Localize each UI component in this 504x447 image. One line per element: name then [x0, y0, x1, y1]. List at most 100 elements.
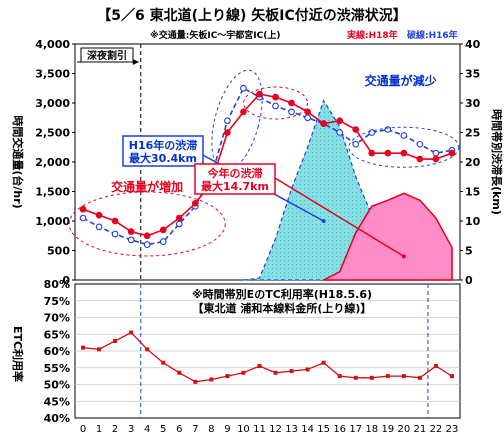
chart-title: 【5／6 東北道(上り線) 矢板IC付近の渋滞状況】	[97, 7, 407, 24]
right-tick-label: 20	[465, 156, 481, 169]
bottom-x-tick-label: 3	[128, 424, 134, 435]
bottom-y-tick-label: 75%	[44, 295, 70, 308]
bottom-axis-title: ETC利用率	[11, 326, 25, 382]
right-tick-label: 15	[465, 186, 480, 199]
h18-traffic-point	[191, 199, 199, 207]
traffic-increase-label: 交通量が増加	[111, 179, 183, 194]
top-chart-header: ※交通量:矢板IC～宇都宮IC(上) 実線:H18年 破線:H16年	[150, 29, 458, 41]
bottom-gridlines	[75, 300, 460, 402]
etc-rate-point	[225, 374, 230, 379]
etc-rate-point	[209, 377, 214, 382]
h16-traffic-point	[175, 220, 183, 228]
bottom-x-tick-label: 6	[176, 424, 182, 435]
h18-jam-box	[194, 163, 276, 195]
h16-traffic-point	[288, 108, 295, 116]
night-discount-marker: 深夜割引	[77, 44, 142, 280]
h16-jam-line2: 最大30.4km	[129, 151, 197, 165]
bottom-x-tick-label: 21	[414, 424, 427, 435]
h18-traffic-point	[320, 120, 327, 127]
legend-h18: 実線:H18年	[347, 29, 398, 41]
h18-jam-pointer-dot	[401, 254, 406, 259]
etc-rate-point	[145, 347, 150, 352]
congestion-area-h18-front	[323, 192, 453, 281]
etc-rate-point	[257, 364, 262, 369]
bottom-x-tick-label: 8	[208, 424, 214, 435]
left-tick-label: 2,500	[35, 127, 70, 140]
etc-rate-point	[289, 369, 294, 374]
bottom-x-tick-label: 17	[349, 424, 362, 435]
h16-traffic-point	[224, 117, 231, 125]
right-tick-label: 35	[465, 68, 480, 81]
bottom-x-tick-label: 1	[96, 424, 102, 435]
etc-rate-point	[417, 375, 422, 380]
h18-traffic-point	[111, 217, 119, 225]
h16-traffic-point	[400, 132, 408, 139]
bottom-x-tick-label: 10	[237, 424, 250, 435]
h18-traffic-point	[127, 228, 135, 235]
left-tick-label: 500	[47, 245, 70, 258]
peak-ellipse-h18	[243, 86, 309, 120]
etc-rate-point	[353, 375, 358, 380]
right-tick-label: 30	[465, 97, 481, 110]
h18-traffic-point	[159, 226, 167, 234]
bottom-x-tick-label: 13	[285, 424, 298, 435]
h18-traffic-point	[240, 108, 247, 116]
bottom-x-tick-label: 9	[224, 424, 230, 435]
bottom-x-tick-label: 14	[301, 424, 314, 435]
bottom-y-tick-label: 80%	[44, 278, 70, 291]
traffic-source-note: ※交通量:矢板IC～宇都宮IC(上)	[150, 29, 280, 41]
bottom-x-tick-label: 11	[253, 424, 266, 435]
top-right-axis-title: 時間帯別渋滞長(km)	[490, 109, 504, 215]
etc-note-box: ※時間帯別EのTC利用率(H18.5.6) 【東北道 浦和本線料金所(上り線)】	[192, 287, 372, 315]
etc-rate-point	[193, 379, 198, 384]
bottom-x-tick-label: 19	[381, 424, 394, 435]
right-tick-label: 40	[465, 38, 481, 51]
right-tick-label: 0	[465, 274, 473, 287]
top-left-axis-title: 時間交通量(台/hr)	[11, 115, 25, 208]
h18-traffic-point	[448, 149, 456, 157]
right-tick-label: 5	[465, 245, 473, 258]
h16-jam-line1: H16年の渋滞	[129, 138, 198, 152]
h16-traffic-point	[368, 129, 376, 136]
night-discount-label: 深夜割引	[87, 49, 127, 62]
etc-note-line1: ※時間帯別EのTC利用率(H18.5.6)	[192, 287, 372, 301]
decrease-ellipse	[348, 126, 460, 168]
bottom-y-tick-label: 45%	[44, 395, 70, 408]
night-discount-box	[80, 47, 134, 63]
h18-traffic-point	[79, 205, 87, 213]
etc-rate-point	[369, 375, 374, 380]
etc-rate-line	[82, 331, 453, 383]
etc-rate-point	[81, 345, 86, 350]
h16-traffic-point	[111, 230, 119, 238]
h16-traffic-point	[384, 126, 392, 133]
h18-traffic-point	[224, 129, 231, 136]
bottom-x-tick-label: 2	[112, 424, 118, 435]
h18-traffic-point	[143, 232, 151, 240]
etc-rate-point	[129, 330, 134, 335]
etc-rate-point	[385, 374, 390, 379]
h16-traffic-point	[432, 149, 440, 157]
bottom-night-markers	[140, 284, 429, 418]
h16-traffic-point	[127, 236, 135, 244]
h18-traffic-point	[400, 149, 408, 157]
bottom-x-tick-label: 12	[269, 424, 282, 435]
right-tick-label: 10	[465, 215, 481, 228]
h18-traffic-point	[272, 93, 279, 101]
h18-traffic-point	[175, 214, 183, 222]
bottom-x-tick-label: 16	[333, 424, 346, 435]
bottom-x-tick-label: 20	[397, 424, 410, 435]
left-tick-label: 0	[62, 274, 70, 287]
left-tick-label: 1,000	[35, 215, 70, 228]
etc-rate-point	[161, 360, 166, 365]
h16-traffic-point	[304, 114, 311, 122]
h16-traffic-point	[336, 129, 344, 136]
bottom-y-tick-label: 60%	[44, 345, 70, 358]
h18-traffic-point	[368, 149, 376, 157]
etc-line	[81, 330, 454, 384]
h18-traffic-point	[304, 108, 311, 116]
h18-traffic-point	[432, 155, 440, 163]
bottom-x-tick-label: 18	[365, 424, 378, 435]
